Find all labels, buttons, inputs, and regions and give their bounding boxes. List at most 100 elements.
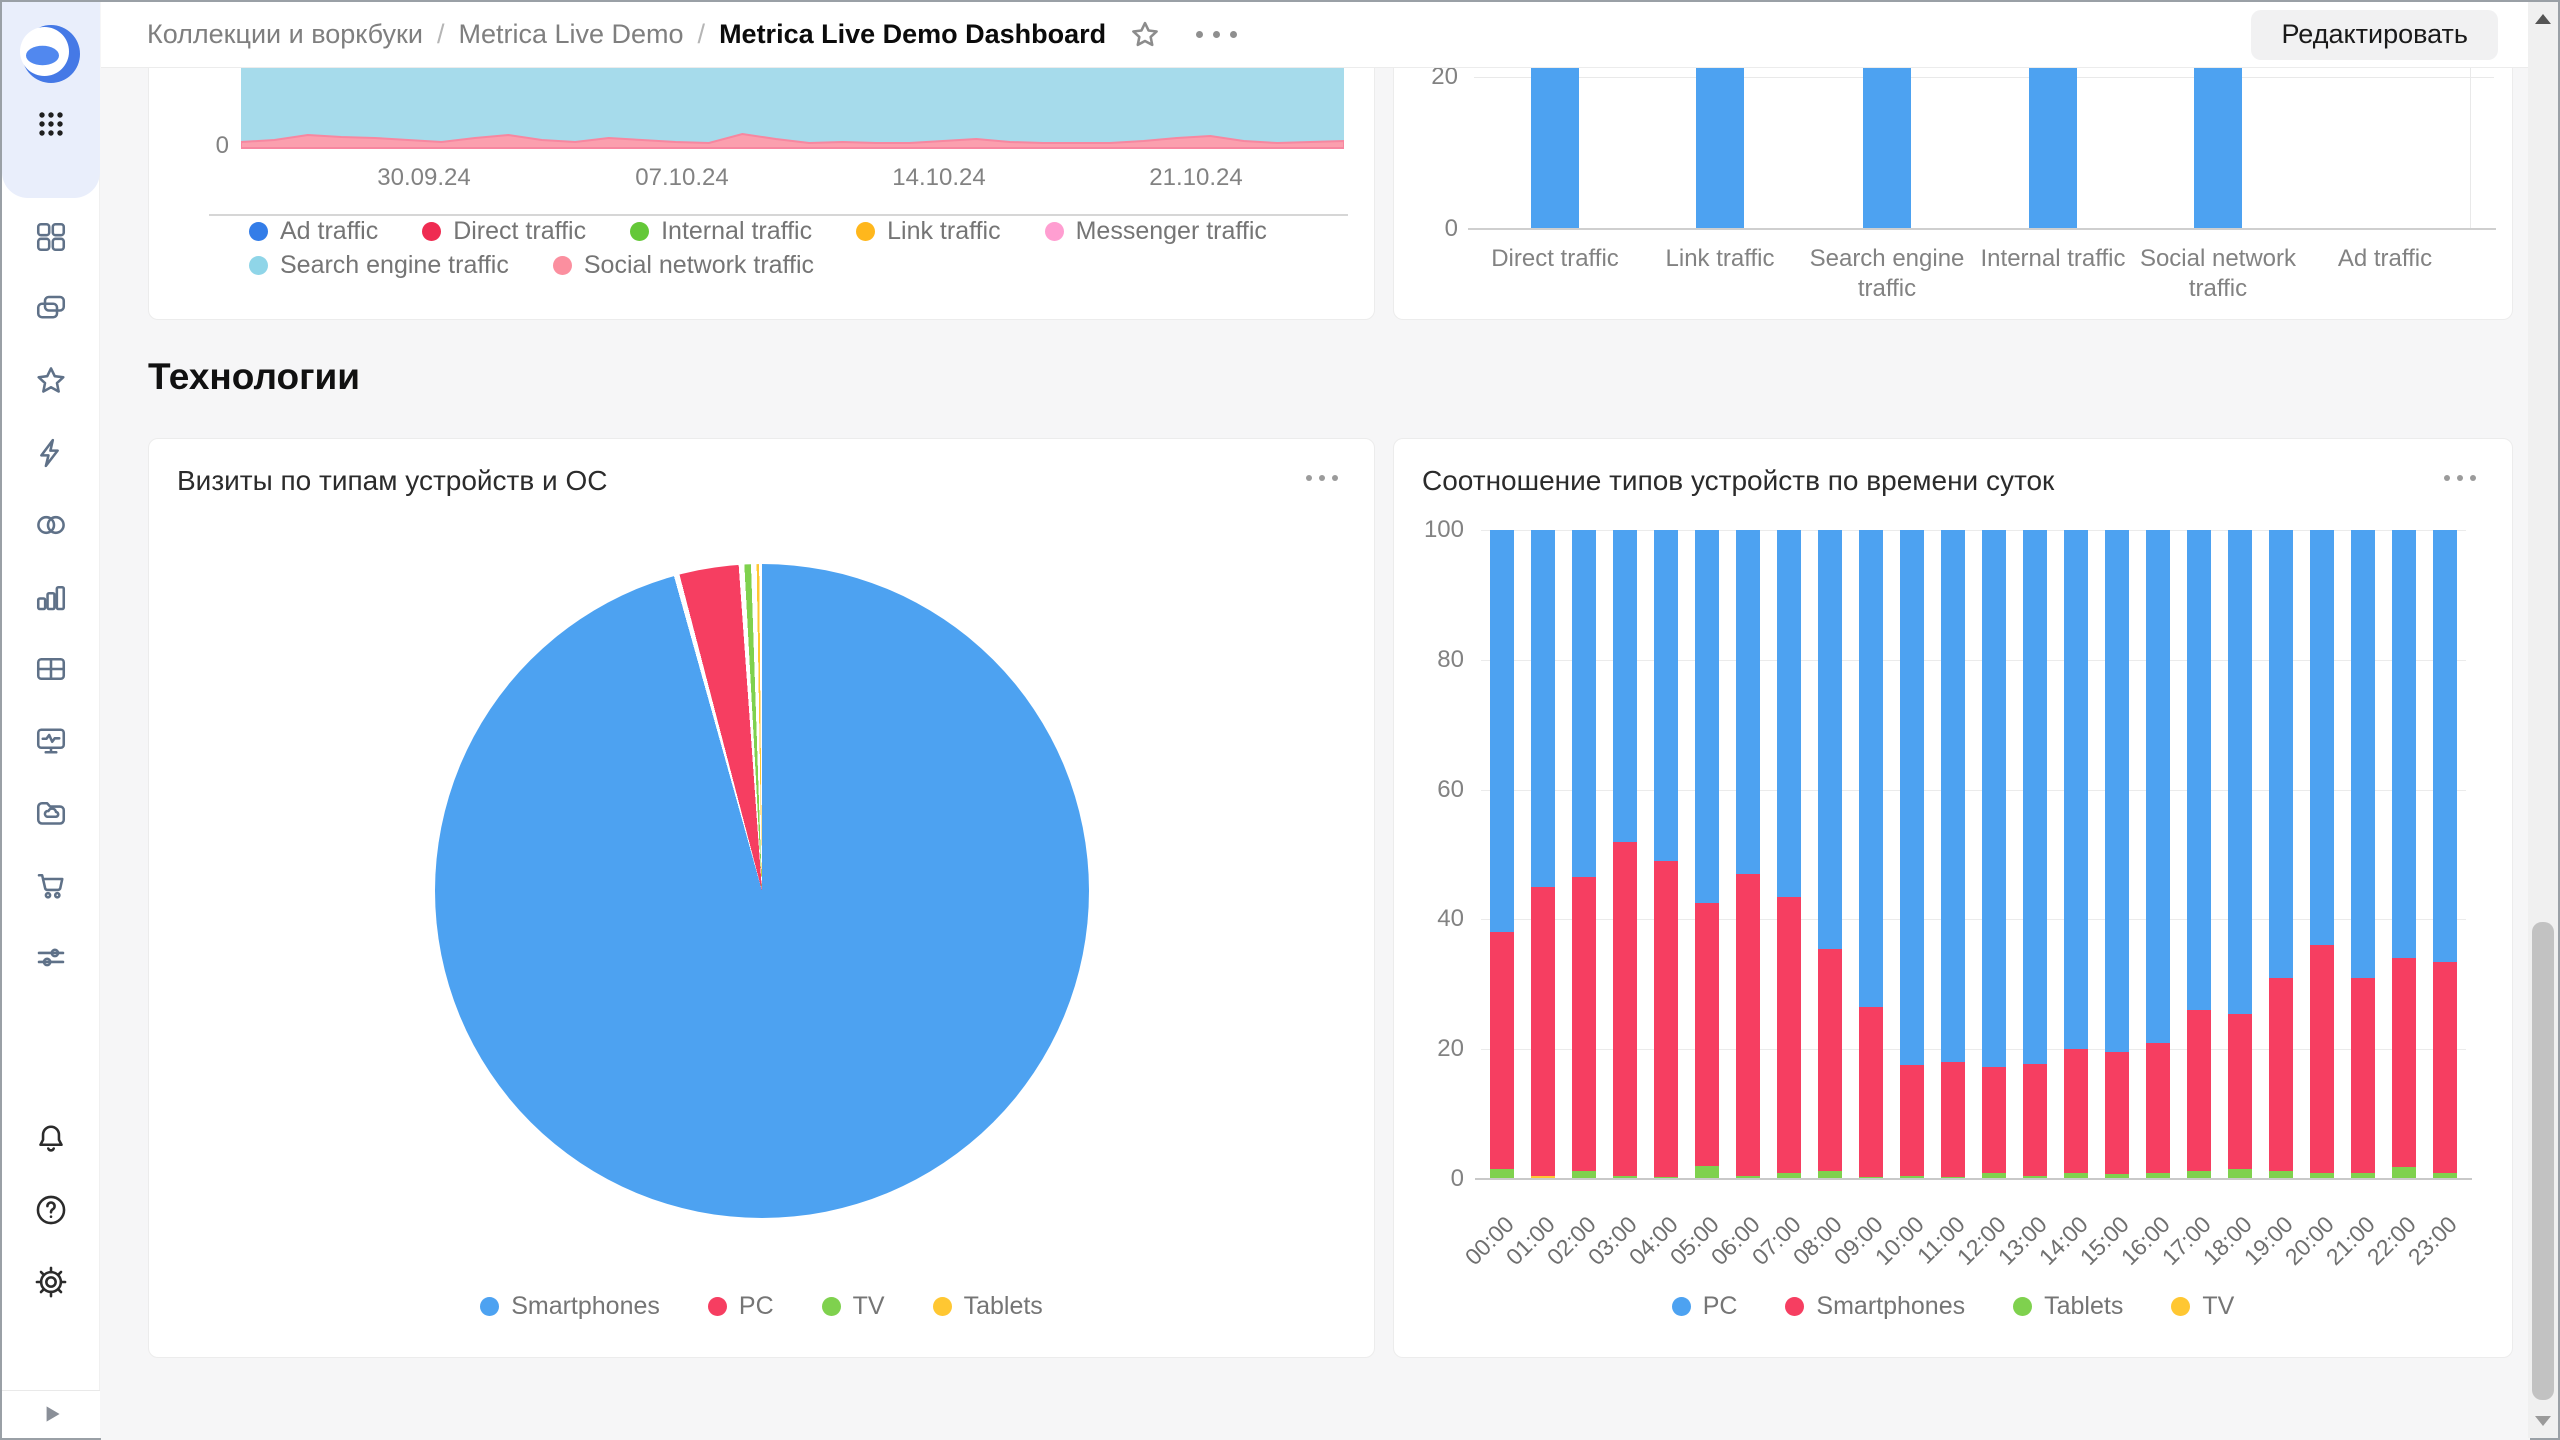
segment-pc[interactable] (2023, 530, 2048, 1065)
stacked-bar-10:00[interactable] (1899, 530, 1924, 1179)
segment-pc[interactable] (1694, 530, 1719, 904)
segment-tablets[interactable] (2064, 1172, 2089, 1179)
segment-pc[interactable] (2269, 530, 2294, 978)
help-icon[interactable] (33, 1192, 69, 1228)
legend-item[interactable]: Ad traffic (249, 217, 378, 246)
edit-button[interactable]: Редактировать (2251, 9, 2498, 60)
segment-pc[interactable] (1817, 530, 1842, 949)
stacked-bar-02:00[interactable] (1571, 530, 1596, 1179)
segment-pc[interactable] (2310, 530, 2335, 946)
segment-pc[interactable] (1858, 530, 1883, 1008)
bar-social-network-traffic[interactable] (2194, 68, 2242, 229)
segment-tablets[interactable] (1817, 1170, 1842, 1179)
stacked-bar-14:00[interactable] (2064, 530, 2089, 1179)
stacked-bar-13:00[interactable] (2023, 530, 2048, 1179)
breadcrumb-workbook[interactable]: Metrica Live Demo (458, 19, 684, 49)
segment-pc[interactable] (2228, 530, 2253, 1014)
stacked-bar-21:00[interactable] (2351, 530, 2376, 1179)
segment-smartphones[interactable] (1694, 903, 1719, 1167)
stacked-bar-05:00[interactable] (1694, 530, 1719, 1179)
segment-tablets[interactable] (2228, 1169, 2253, 1179)
segment-tablets[interactable] (1571, 1171, 1596, 1179)
segment-smartphones[interactable] (1940, 1062, 1965, 1178)
stacked-bar-07:00[interactable] (1776, 530, 1801, 1179)
legend-item[interactable]: Social network traffic (552, 251, 814, 280)
segment-smartphones[interactable] (2064, 1049, 2089, 1173)
stacked-bar-15:00[interactable] (2105, 530, 2130, 1179)
segment-smartphones[interactable] (1899, 1065, 1924, 1177)
area-chart-plot[interactable] (241, 68, 1344, 150)
tables-icon[interactable] (33, 651, 69, 687)
datalens-logo-icon[interactable] (19, 22, 83, 86)
stacked-bar-00:00[interactable] (1489, 530, 1514, 1179)
expand-play-icon[interactable] (39, 1401, 65, 1427)
segment-pc[interactable] (2433, 530, 2458, 962)
storage-folder-icon[interactable] (33, 795, 69, 831)
vertical-scrollbar[interactable] (2528, 2, 2558, 1438)
stacked-bar-plot[interactable] (1475, 530, 2472, 1180)
card-menu-dots-icon[interactable] (1306, 475, 1338, 481)
stacked-bar-19:00[interactable] (2269, 530, 2294, 1179)
quick-actions-lightning-icon[interactable] (33, 435, 69, 471)
segment-smartphones[interactable] (2433, 961, 2458, 1173)
more-dots-icon[interactable] (1196, 31, 1238, 38)
segment-smartphones[interactable] (2310, 945, 2335, 1173)
stacked-bar-01:00[interactable] (1530, 530, 1555, 1179)
breadcrumb-collections[interactable]: Коллекции и воркбуки (147, 19, 423, 49)
stacked-bar-03:00[interactable] (1612, 530, 1637, 1179)
bar-link-traffic[interactable] (1696, 68, 1744, 229)
services-sliders-icon[interactable] (33, 939, 69, 975)
segment-tablets[interactable] (1776, 1172, 1801, 1179)
segment-tablets[interactable] (1899, 1176, 1924, 1179)
segment-pc[interactable] (1530, 530, 1555, 887)
segment-tablets[interactable] (2105, 1173, 2130, 1179)
segment-smartphones[interactable] (1530, 886, 1555, 1176)
segment-smartphones[interactable] (1982, 1066, 2007, 1173)
segment-pc[interactable] (2146, 530, 2171, 1043)
segment-pc[interactable] (1982, 530, 2007, 1067)
segment-smartphones[interactable] (2392, 958, 2417, 1168)
segment-tv[interactable] (1530, 1175, 1555, 1179)
stacked-bar-06:00[interactable] (1735, 530, 1760, 1179)
legend-item[interactable]: TV (2171, 1292, 2234, 1321)
bar-internal-traffic[interactable] (2029, 68, 2077, 229)
stacked-bar-09:00[interactable] (1858, 530, 1883, 1179)
segment-pc[interactable] (1940, 530, 1965, 1063)
stacked-bar-08:00[interactable] (1817, 530, 1842, 1179)
segment-tablets[interactable] (2187, 1170, 2212, 1179)
segment-tablets[interactable] (2433, 1172, 2458, 1179)
legend-item[interactable]: Smartphones (480, 1292, 660, 1321)
bar-search-engine-traffic[interactable] (1863, 68, 1911, 229)
connections-circles-icon[interactable] (33, 507, 69, 543)
apps-menu-icon[interactable] (33, 106, 69, 142)
scroll-up-arrow-icon[interactable] (2535, 14, 2551, 24)
area-series-social-network[interactable] (241, 68, 1344, 150)
area-series-search-engine[interactable] (241, 68, 1344, 147)
charts-bar-icon[interactable] (33, 579, 69, 615)
segment-pc[interactable] (2105, 530, 2130, 1053)
dashboards-grid-icon[interactable] (33, 219, 69, 255)
stacked-bar-20:00[interactable] (2310, 530, 2335, 1179)
legend-item[interactable]: Tablets (932, 1292, 1043, 1321)
stacked-bar-18:00[interactable] (2228, 530, 2253, 1179)
segment-smartphones[interactable] (2351, 977, 2376, 1173)
segment-tablets[interactable] (1489, 1169, 1514, 1179)
segment-pc[interactable] (1899, 530, 1924, 1066)
segment-smartphones[interactable] (1653, 861, 1678, 1178)
segment-tablets[interactable] (1735, 1175, 1760, 1179)
segment-smartphones[interactable] (2187, 1010, 2212, 1171)
scroll-down-arrow-icon[interactable] (2535, 1416, 2551, 1426)
legend-item[interactable]: Messenger traffic (1044, 217, 1267, 246)
stacked-bar-12:00[interactable] (1982, 530, 2007, 1179)
stacked-bar-22:00[interactable] (2392, 530, 2417, 1179)
segment-pc[interactable] (1612, 530, 1637, 842)
bar-chart-plot[interactable] (1394, 68, 2512, 229)
segment-smartphones[interactable] (2146, 1042, 2171, 1173)
stacked-bar-16:00[interactable] (2146, 530, 2171, 1179)
segment-smartphones[interactable] (1489, 932, 1514, 1170)
settings-gear-icon[interactable] (33, 1264, 69, 1300)
stacked-bar-11:00[interactable] (1940, 530, 1965, 1179)
legend-item[interactable]: Smartphones (1785, 1292, 1965, 1321)
segment-smartphones[interactable] (1817, 948, 1842, 1171)
legend-item[interactable]: Internal traffic (630, 217, 812, 246)
